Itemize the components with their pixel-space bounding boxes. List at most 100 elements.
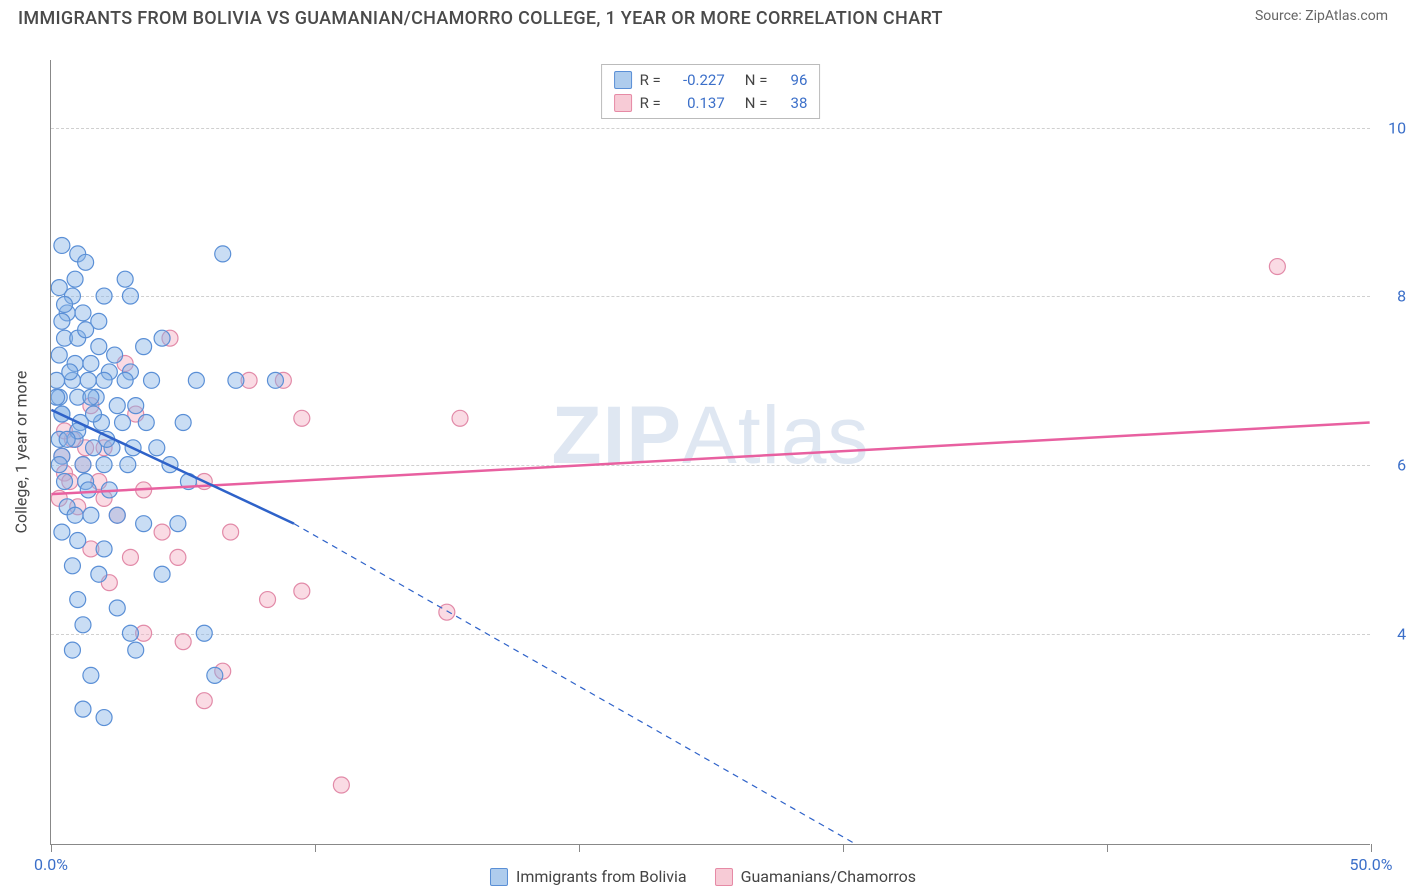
data-point-blue — [207, 667, 223, 683]
y-tick-label: 80.0% — [1380, 287, 1406, 306]
data-point-blue — [86, 406, 102, 422]
x-tick — [315, 844, 316, 852]
data-point-blue — [196, 625, 212, 641]
data-point-pink — [175, 634, 191, 650]
r-value-pink: 0.137 — [673, 92, 725, 115]
x-tick — [843, 844, 844, 852]
data-point-blue — [128, 398, 144, 414]
data-point-blue — [64, 558, 80, 574]
data-point-blue — [59, 431, 75, 447]
data-point-blue — [136, 516, 152, 532]
data-point-blue — [96, 457, 112, 473]
legend-item-pink: Guamanians/Chamorros — [715, 867, 916, 886]
data-point-blue — [70, 592, 86, 608]
data-point-blue — [115, 415, 131, 431]
data-point-blue — [83, 389, 99, 405]
data-point-blue — [120, 457, 136, 473]
data-point-blue — [138, 415, 154, 431]
x-tick — [579, 844, 580, 852]
data-point-blue — [188, 372, 204, 388]
r-value-blue: -0.227 — [673, 69, 725, 92]
data-point-blue — [96, 372, 112, 388]
data-point-blue — [62, 364, 78, 380]
r-label: R = — [640, 69, 661, 92]
data-point-blue — [96, 710, 112, 726]
trend-line-blue-dashed — [294, 524, 856, 844]
data-point-blue — [57, 474, 73, 490]
data-point-blue — [228, 372, 244, 388]
data-point-blue — [154, 566, 170, 582]
data-point-blue — [64, 642, 80, 658]
data-point-blue — [175, 415, 191, 431]
data-point-blue — [109, 398, 125, 414]
y-tick-label: 100.0% — [1380, 118, 1406, 137]
data-point-pink — [1269, 259, 1285, 275]
data-point-blue — [57, 296, 73, 312]
data-point-blue — [54, 524, 70, 540]
data-point-blue — [67, 507, 83, 523]
data-point-blue — [67, 271, 83, 287]
data-point-blue — [75, 701, 91, 717]
title-bar: IMMIGRANTS FROM BOLIVIA VS GUAMANIAN/CHA… — [0, 0, 1406, 33]
data-point-blue — [51, 389, 65, 405]
y-tick-label: 40.0% — [1380, 624, 1406, 643]
data-point-pink — [439, 604, 455, 620]
x-tick — [51, 844, 52, 852]
data-point-blue — [122, 288, 138, 304]
n-label: N = — [745, 92, 768, 115]
source-attribution: Source: ZipAtlas.com — [1255, 8, 1388, 24]
swatch-pink-icon — [614, 94, 632, 112]
data-point-blue — [54, 313, 70, 329]
data-point-blue — [75, 617, 91, 633]
series-legend: Immigrants from Bolivia Guamanians/Chamo… — [490, 867, 916, 886]
plot-svg — [51, 60, 1370, 844]
n-label: N = — [745, 69, 768, 92]
y-tick-label: 60.0% — [1380, 456, 1406, 475]
data-point-blue — [149, 440, 165, 456]
y-axis-label: College, 1 year or more — [12, 371, 31, 534]
data-point-pink — [196, 693, 212, 709]
data-point-blue — [78, 322, 94, 338]
data-point-blue — [107, 347, 123, 363]
data-point-blue — [117, 271, 133, 287]
x-tick-label: 0.0% — [34, 855, 68, 874]
swatch-blue-icon — [614, 71, 632, 89]
x-tick — [1107, 844, 1108, 852]
data-point-blue — [128, 642, 144, 658]
legend-item-blue: Immigrants from Bolivia — [490, 867, 687, 886]
data-point-blue — [96, 541, 112, 557]
data-point-pink — [333, 777, 349, 793]
data-point-blue — [117, 372, 133, 388]
data-point-blue — [170, 516, 186, 532]
data-point-blue — [75, 457, 91, 473]
data-point-blue — [91, 566, 107, 582]
n-value-blue: 96 — [779, 69, 807, 92]
data-point-pink — [154, 524, 170, 540]
data-point-blue — [91, 339, 107, 355]
data-point-blue — [54, 237, 70, 253]
legend-row-blue: R = -0.227 N = 96 — [614, 69, 808, 92]
data-point-pink — [122, 549, 138, 565]
chart-area: College, 1 year or more R = -0.227 N = 9… — [50, 60, 1370, 845]
data-point-blue — [83, 355, 99, 371]
data-point-blue — [144, 372, 160, 388]
x-tick — [1371, 844, 1372, 852]
data-point-pink — [294, 410, 310, 426]
data-point-blue — [109, 600, 125, 616]
data-point-blue — [215, 246, 231, 262]
data-point-blue — [80, 482, 96, 498]
data-point-pink — [223, 524, 239, 540]
data-point-pink — [260, 592, 276, 608]
data-point-blue — [51, 347, 67, 363]
data-point-blue — [78, 254, 94, 270]
legend-label-blue: Immigrants from Bolivia — [516, 867, 687, 886]
swatch-blue-icon — [490, 868, 508, 886]
data-point-blue — [83, 507, 99, 523]
legend-label-pink: Guamanians/Chamorros — [741, 867, 916, 886]
x-tick-label: 50.0% — [1350, 855, 1393, 874]
legend-row-pink: R = 0.137 N = 38 — [614, 92, 808, 115]
data-point-blue — [154, 330, 170, 346]
data-point-pink — [294, 583, 310, 599]
r-label: R = — [640, 92, 661, 115]
correlation-legend: R = -0.227 N = 96 R = 0.137 N = 38 — [601, 64, 821, 119]
